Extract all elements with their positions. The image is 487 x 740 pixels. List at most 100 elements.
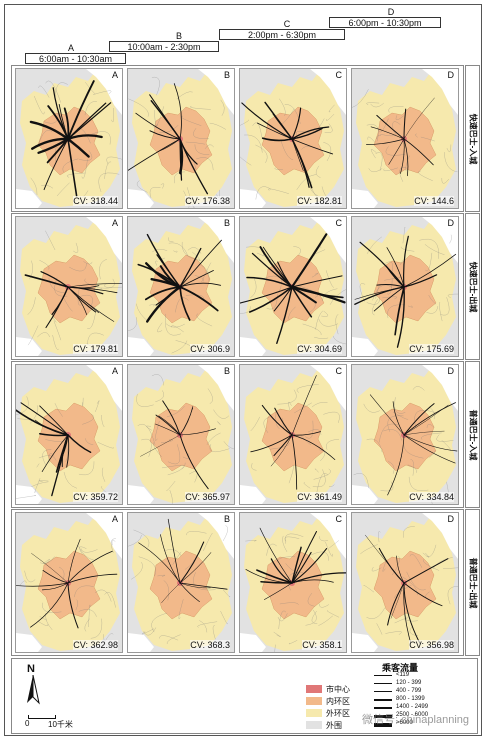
row-frame: A CV: 318.44 B CV: 176.38 C CV: 182.81 — [11, 65, 464, 212]
time-letter-a: A — [67, 43, 74, 53]
flow-legend-title: 乘客流量 — [382, 663, 419, 673]
panel-period-letter: D — [447, 366, 455, 376]
flow-class-label: 800 - 1399 — [396, 696, 425, 702]
map-graphic — [352, 69, 458, 208]
map-panel: A CV: 362.98 — [15, 512, 123, 653]
north-arrow: N — [22, 663, 46, 705]
map-graphic — [240, 365, 346, 504]
map-graphic — [352, 365, 458, 504]
panel-cv-value: CV: 356.98 — [409, 640, 454, 650]
panel-period-letter: A — [111, 514, 118, 524]
flow-class-label: >6000 — [396, 720, 413, 726]
map-panel: C CV: 358.1 — [239, 512, 347, 653]
panel-period-letter: D — [447, 514, 455, 524]
map-panel: B CV: 365.97 — [127, 364, 235, 505]
panel-cv-value: CV: 306.9 — [190, 344, 230, 354]
panel-cv-value: CV: 359.72 — [73, 492, 118, 502]
map-panel: C CV: 304.69 — [239, 216, 347, 357]
time-range-a: 6:00am - 10:30am — [25, 53, 126, 64]
flow-class-label: 400 - 799 — [396, 688, 422, 694]
flow-class-label: <119 — [396, 672, 410, 678]
panel-cv-value: CV: 318.44 — [73, 196, 118, 206]
map-panel: B CV: 368.3 — [127, 512, 235, 653]
panel-period-letter: D — [447, 70, 455, 80]
row-label: 快速巴士-入城 — [465, 65, 480, 212]
map-panel: C CV: 361.49 — [239, 364, 347, 505]
flow-line-sample — [374, 715, 392, 718]
flow-class-label: 1400 - 2499 — [396, 704, 429, 710]
flow-line-sample — [374, 699, 392, 701]
map-graphic — [16, 217, 122, 356]
zone-swatch — [306, 685, 322, 693]
panel-period-letter: B — [223, 70, 230, 80]
panel-period-letter: B — [223, 514, 230, 524]
map-panel: B CV: 176.38 — [127, 68, 235, 209]
flow-line-sample — [374, 723, 392, 727]
row-label-text: 快速巴士-出城 — [468, 261, 477, 312]
panel-period-letter: A — [111, 218, 118, 228]
panel-cv-value: CV: 176.38 — [185, 196, 230, 206]
map-panel: D CV: 175.69 — [351, 216, 459, 357]
row-label-text: 普通巴士-入城 — [468, 409, 477, 460]
map-graphic — [240, 513, 346, 652]
north-label: N — [27, 663, 35, 675]
time-range-c: 2:00pm - 6:30pm — [219, 29, 345, 40]
map-graphic — [240, 217, 346, 356]
zone-swatch — [306, 709, 322, 717]
panel-period-letter: B — [223, 366, 230, 376]
legend: N 0 10千米 市中心 内环区 外环区 外围 乘客流量 <119 120 - 399 4… — [11, 658, 478, 734]
panel-cv-value: CV: 361.49 — [297, 492, 342, 502]
flow-line-sample — [374, 683, 392, 684]
map-panel: A CV: 359.72 — [15, 364, 123, 505]
map-graphic — [128, 69, 234, 208]
panel-cv-value: CV: 334.84 — [409, 492, 454, 502]
row-frame: A CV: 359.72 B CV: 365.97 C CV: 361.49 — [11, 361, 464, 508]
panel-cv-value: CV: 358.1 — [302, 640, 342, 650]
zone-label: 外围 — [326, 721, 342, 730]
north-arrow-icon — [27, 675, 40, 705]
row-label: 普通巴士-出城 — [465, 509, 480, 656]
map-panel: A CV: 179.81 — [15, 216, 123, 357]
time-letter-b: B — [175, 31, 182, 41]
row-frame: A CV: 179.81 B CV: 306.9 C CV: 304.69 — [11, 213, 464, 360]
time-letter-c: C — [283, 19, 291, 29]
panel-period-letter: A — [111, 366, 118, 376]
flow-line-sample — [374, 691, 392, 692]
map-graphic — [128, 217, 234, 356]
map-graphic — [128, 513, 234, 652]
panel-cv-value: CV: 304.69 — [297, 344, 342, 354]
time-range-b: 10:00am - 2:30pm — [109, 41, 219, 52]
row-label-text: 普通巴士-出城 — [468, 557, 477, 608]
row-label: 快速巴士-出城 — [465, 213, 480, 360]
map-graphic — [16, 365, 122, 504]
panel-cv-value: CV: 144.6 — [414, 196, 454, 206]
map-panel: D CV: 334.84 — [351, 364, 459, 505]
zone-label: 内环区 — [326, 697, 350, 706]
flow-class-label: 120 - 399 — [396, 680, 422, 686]
map-graphic — [352, 513, 458, 652]
zone-label: 市中心 — [326, 685, 350, 694]
row-label-text: 快速巴士-入城 — [468, 113, 477, 164]
zone-swatch — [306, 697, 322, 705]
panel-period-letter: C — [335, 514, 343, 524]
panel-cv-value: CV: 182.81 — [297, 196, 342, 206]
flow-class-label: 2500 - 6000 — [396, 712, 429, 718]
panel-period-letter: C — [335, 218, 343, 228]
panel-period-letter: D — [447, 218, 455, 228]
panel-cv-value: CV: 179.81 — [73, 344, 118, 354]
map-panel: A CV: 318.44 — [15, 68, 123, 209]
panel-period-letter: A — [111, 70, 118, 80]
watermark: 微信号: chinaplanning — [362, 714, 470, 726]
panel-cv-value: CV: 175.69 — [409, 344, 454, 354]
map-graphic — [16, 513, 122, 652]
panel-period-letter: C — [335, 366, 343, 376]
row-label: 普通巴士-入城 — [465, 361, 480, 508]
flow-line-sample — [374, 707, 392, 709]
panel-cv-value: CV: 368.3 — [190, 640, 230, 650]
zone-swatch — [306, 721, 322, 729]
panel-period-letter: B — [223, 218, 230, 228]
map-panel: B CV: 306.9 — [127, 216, 235, 357]
map-graphic — [240, 69, 346, 208]
map-panel: D CV: 356.98 — [351, 512, 459, 653]
map-panel: D CV: 144.6 — [351, 68, 459, 209]
